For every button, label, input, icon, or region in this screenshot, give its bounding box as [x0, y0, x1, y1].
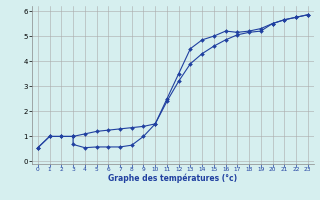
X-axis label: Graphe des températures (°c): Graphe des températures (°c) [108, 174, 237, 183]
